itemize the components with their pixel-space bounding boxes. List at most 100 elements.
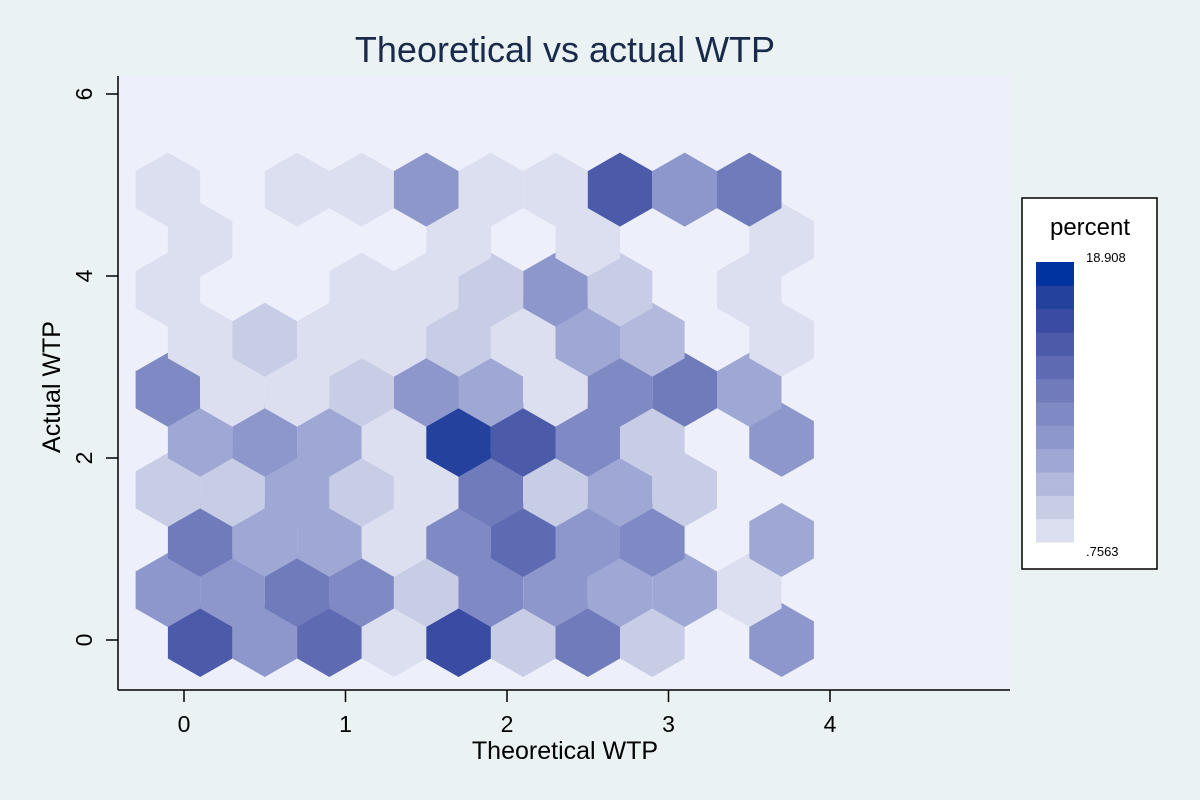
chart-title: Theoretical vs actual WTP (355, 29, 775, 70)
hex-cell-53 (587, 352, 653, 427)
hex-cell-56 (167, 302, 233, 377)
hex-cell-69 (523, 252, 588, 327)
hex-cell-30 (264, 452, 330, 527)
hex-cell-8 (749, 603, 814, 677)
hex-cell-49 (329, 352, 394, 427)
hex-cell-22 (361, 502, 427, 577)
hex-cell-75 (749, 202, 814, 277)
hex-cell-6 (555, 603, 620, 677)
hex-cell-41 (426, 402, 491, 477)
hex-cell-55 (717, 352, 782, 427)
hex-cell-21 (297, 502, 362, 577)
hex-cell-47 (200, 352, 265, 427)
hex-cell-25 (555, 502, 620, 577)
hex-cell-42 (490, 402, 556, 477)
hex-cell-51 (458, 352, 524, 427)
hex-cell-43 (555, 402, 620, 477)
y-tick-label-2: 2 (71, 452, 97, 465)
hex-cell-24 (490, 502, 556, 577)
hex-cell-84 (717, 152, 782, 227)
hex-cell-80 (458, 152, 524, 227)
hex-cell-14 (458, 553, 524, 627)
hex-cell-28 (135, 452, 201, 527)
hex-cell-46 (135, 352, 201, 427)
x-tick-label-3: 3 (662, 711, 675, 737)
hex-cell-9 (135, 553, 201, 627)
hex-cell-74 (555, 202, 620, 277)
hex-cell-37 (167, 402, 233, 477)
hex-cell-58 (297, 302, 362, 377)
legend-title: percent (1050, 214, 1130, 241)
hex-cell-29 (200, 452, 265, 527)
y-tick-label-6: 6 (71, 88, 97, 101)
legend-swatch-8 (1036, 332, 1074, 356)
legend-swatch-1 (1036, 495, 1074, 520)
hex-cell-72 (167, 202, 233, 277)
x-tick-label-0: 0 (178, 711, 191, 737)
hex-cell-64 (749, 302, 814, 377)
hex-cell-10 (200, 553, 265, 627)
hex-cell-73 (426, 202, 491, 277)
hex-cell-38 (232, 402, 298, 477)
hex-cell-32 (393, 452, 459, 527)
hex-cell-78 (329, 152, 394, 227)
x-axis-ticks: 0 1 2 3 4 (178, 690, 837, 737)
hex-cell-50 (393, 352, 459, 427)
hex-cell-34 (523, 452, 588, 527)
y-axis-title: Actual WTP (38, 321, 66, 453)
legend-swatch-0 (1036, 518, 1074, 543)
hex-cell-48 (264, 352, 330, 427)
hex-cell-36 (652, 452, 717, 527)
hex-cell-63 (620, 302, 685, 377)
x-axis-title: Theoretical WTP (472, 737, 658, 765)
x-tick-label-1: 1 (339, 711, 352, 737)
legend-min-label: .7563 (1086, 544, 1119, 559)
hex-cell-3 (361, 603, 427, 677)
hex-cell-13 (393, 553, 459, 627)
legend-swatch-11 (1036, 262, 1074, 286)
hex-cell-45 (749, 402, 814, 477)
hex-cell-27 (749, 502, 814, 577)
hex-cell-82 (587, 152, 653, 227)
y-tick-label-0: 0 (71, 634, 97, 647)
legend: percent 18.908 .7563 (1021, 197, 1158, 570)
hex-cell-12 (329, 553, 394, 627)
hex-cell-31 (329, 452, 394, 527)
hex-cell-79 (393, 152, 459, 227)
legend-color-scale (1036, 262, 1074, 543)
y-tick-label-4: 4 (71, 269, 97, 282)
legend-swatch-5 (1036, 402, 1074, 426)
hex-cell-40 (361, 402, 427, 477)
hex-cell-15 (523, 553, 588, 627)
legend-swatch-9 (1036, 308, 1074, 333)
hex-cell-16 (587, 553, 653, 627)
hex-cell-26 (620, 502, 685, 577)
hex-cell-18 (717, 553, 782, 627)
hex-cell-68 (458, 252, 524, 327)
hex-cell-17 (652, 553, 717, 627)
hex-cell-65 (135, 252, 201, 327)
legend-swatch-10 (1036, 285, 1074, 310)
hex-cell-7 (620, 603, 685, 677)
hex-cell-71 (717, 252, 782, 327)
hex-cell-61 (490, 302, 556, 377)
hex-cell-57 (232, 302, 298, 377)
hex-cell-67 (393, 252, 459, 327)
hex-cell-0 (167, 603, 233, 677)
hexbin-layer (135, 152, 814, 677)
hex-cell-62 (555, 302, 620, 377)
hex-cell-76 (135, 152, 201, 227)
legend-swatch-6 (1036, 378, 1074, 403)
hex-cell-19 (167, 502, 233, 577)
hex-cell-81 (523, 152, 588, 227)
hex-cell-1 (232, 603, 298, 677)
hex-cell-52 (523, 352, 588, 427)
legend-swatch-2 (1036, 472, 1074, 496)
hex-cell-59 (361, 302, 427, 377)
hex-cell-83 (652, 152, 717, 227)
hex-cell-60 (426, 302, 491, 377)
hex-cell-39 (297, 402, 362, 477)
hex-cell-77 (264, 152, 330, 227)
y-axis-ticks: 0 2 4 6 (71, 88, 118, 647)
legend-max-label: 18.908 (1086, 250, 1126, 265)
